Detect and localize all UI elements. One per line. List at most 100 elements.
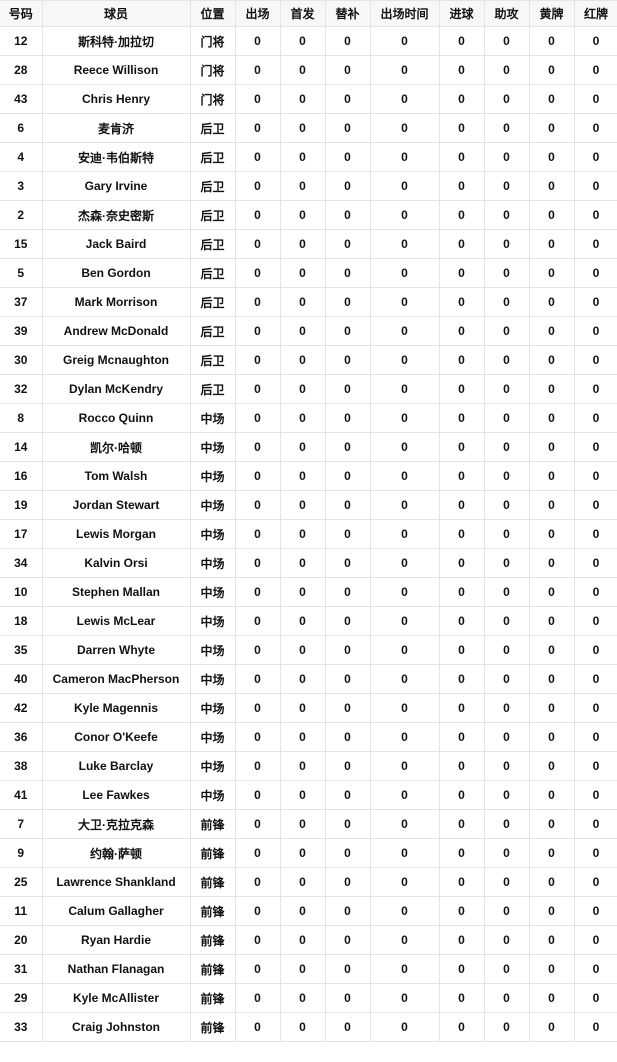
cell-goals: 0 xyxy=(438,1012,485,1042)
cell-minutes: 0 xyxy=(369,722,440,752)
cell-starts: 0 xyxy=(279,287,326,317)
cell-assists: 0 xyxy=(483,171,530,201)
cell-player-name: Craig Johnston xyxy=(41,1012,191,1042)
cell-goals: 0 xyxy=(438,983,485,1013)
cell-red-cards: 0 xyxy=(573,26,617,56)
cell-red-cards: 0 xyxy=(573,664,617,694)
cell-minutes: 0 xyxy=(369,577,440,607)
cell-player-name: Greig Mcnaughton xyxy=(41,345,191,375)
cell-player-name: 斯科特·加拉切 xyxy=(41,26,191,56)
cell-yellow-cards: 0 xyxy=(528,461,575,491)
cell-minutes: 0 xyxy=(369,548,440,578)
cell-subs: 0 xyxy=(324,780,371,810)
cell-number: 37 xyxy=(0,287,43,317)
cell-yellow-cards: 0 xyxy=(528,838,575,868)
cell-player-name: Cameron MacPherson xyxy=(41,664,191,694)
table-row: 25 Lawrence Shankland 前锋 0 0 0 0 0 0 0 0 xyxy=(0,867,617,897)
cell-goals: 0 xyxy=(438,664,485,694)
cell-goals: 0 xyxy=(438,258,485,288)
cell-subs: 0 xyxy=(324,200,371,230)
cell-appearances: 0 xyxy=(234,287,281,317)
cell-assists: 0 xyxy=(483,954,530,984)
cell-number: 12 xyxy=(0,26,43,56)
header-red-cards: 红牌 xyxy=(573,0,617,27)
cell-appearances: 0 xyxy=(234,26,281,56)
cell-red-cards: 0 xyxy=(573,258,617,288)
cell-number: 20 xyxy=(0,925,43,955)
cell-number: 39 xyxy=(0,316,43,346)
cell-yellow-cards: 0 xyxy=(528,113,575,143)
cell-assists: 0 xyxy=(483,664,530,694)
cell-subs: 0 xyxy=(324,867,371,897)
cell-red-cards: 0 xyxy=(573,867,617,897)
cell-subs: 0 xyxy=(324,954,371,984)
table-row: 38 Luke Barclay 中场 0 0 0 0 0 0 0 0 xyxy=(0,751,617,781)
cell-starts: 0 xyxy=(279,606,326,636)
cell-minutes: 0 xyxy=(369,171,440,201)
cell-minutes: 0 xyxy=(369,490,440,520)
cell-red-cards: 0 xyxy=(573,113,617,143)
cell-subs: 0 xyxy=(324,229,371,259)
cell-player-name: Lawrence Shankland xyxy=(41,867,191,897)
cell-subs: 0 xyxy=(324,374,371,404)
cell-minutes: 0 xyxy=(369,693,440,723)
cell-subs: 0 xyxy=(324,664,371,694)
cell-number: 5 xyxy=(0,258,43,288)
cell-position: 门将 xyxy=(189,84,236,114)
cell-subs: 0 xyxy=(324,287,371,317)
cell-player-name: Darren Whyte xyxy=(41,635,191,665)
cell-yellow-cards: 0 xyxy=(528,519,575,549)
table-row: 34 Kalvin Orsi 中场 0 0 0 0 0 0 0 0 xyxy=(0,548,617,578)
cell-position: 前锋 xyxy=(189,1012,236,1042)
cell-starts: 0 xyxy=(279,577,326,607)
cell-yellow-cards: 0 xyxy=(528,780,575,810)
cell-red-cards: 0 xyxy=(573,838,617,868)
cell-position: 中场 xyxy=(189,606,236,636)
cell-minutes: 0 xyxy=(369,751,440,781)
cell-assists: 0 xyxy=(483,635,530,665)
cell-goals: 0 xyxy=(438,867,485,897)
cell-starts: 0 xyxy=(279,403,326,433)
cell-appearances: 0 xyxy=(234,983,281,1013)
cell-starts: 0 xyxy=(279,461,326,491)
cell-appearances: 0 xyxy=(234,954,281,984)
cell-subs: 0 xyxy=(324,548,371,578)
cell-yellow-cards: 0 xyxy=(528,809,575,839)
cell-goals: 0 xyxy=(438,113,485,143)
cell-goals: 0 xyxy=(438,287,485,317)
table-row: 4 安迪·韦伯斯特 后卫 0 0 0 0 0 0 0 0 xyxy=(0,142,617,172)
cell-red-cards: 0 xyxy=(573,722,617,752)
cell-number: 36 xyxy=(0,722,43,752)
cell-player-name: Andrew McDonald xyxy=(41,316,191,346)
table-row: 6 麦肯济 后卫 0 0 0 0 0 0 0 0 xyxy=(0,113,617,143)
cell-assists: 0 xyxy=(483,606,530,636)
cell-goals: 0 xyxy=(438,142,485,172)
cell-assists: 0 xyxy=(483,867,530,897)
table-row: 2 杰森·奈史密斯 后卫 0 0 0 0 0 0 0 0 xyxy=(0,200,617,230)
cell-appearances: 0 xyxy=(234,635,281,665)
cell-player-name: Kyle Magennis xyxy=(41,693,191,723)
cell-starts: 0 xyxy=(279,1012,326,1042)
cell-position: 前锋 xyxy=(189,867,236,897)
cell-starts: 0 xyxy=(279,345,326,375)
cell-red-cards: 0 xyxy=(573,954,617,984)
cell-red-cards: 0 xyxy=(573,432,617,462)
cell-yellow-cards: 0 xyxy=(528,606,575,636)
cell-number: 25 xyxy=(0,867,43,897)
cell-yellow-cards: 0 xyxy=(528,432,575,462)
cell-red-cards: 0 xyxy=(573,84,617,114)
table-row: 35 Darren Whyte 中场 0 0 0 0 0 0 0 0 xyxy=(0,635,617,665)
cell-appearances: 0 xyxy=(234,258,281,288)
cell-red-cards: 0 xyxy=(573,519,617,549)
cell-minutes: 0 xyxy=(369,229,440,259)
cell-starts: 0 xyxy=(279,780,326,810)
cell-assists: 0 xyxy=(483,577,530,607)
cell-position: 前锋 xyxy=(189,954,236,984)
cell-minutes: 0 xyxy=(369,55,440,85)
cell-number: 38 xyxy=(0,751,43,781)
cell-player-name: Lewis Morgan xyxy=(41,519,191,549)
cell-assists: 0 xyxy=(483,809,530,839)
cell-yellow-cards: 0 xyxy=(528,55,575,85)
cell-goals: 0 xyxy=(438,519,485,549)
cell-assists: 0 xyxy=(483,722,530,752)
